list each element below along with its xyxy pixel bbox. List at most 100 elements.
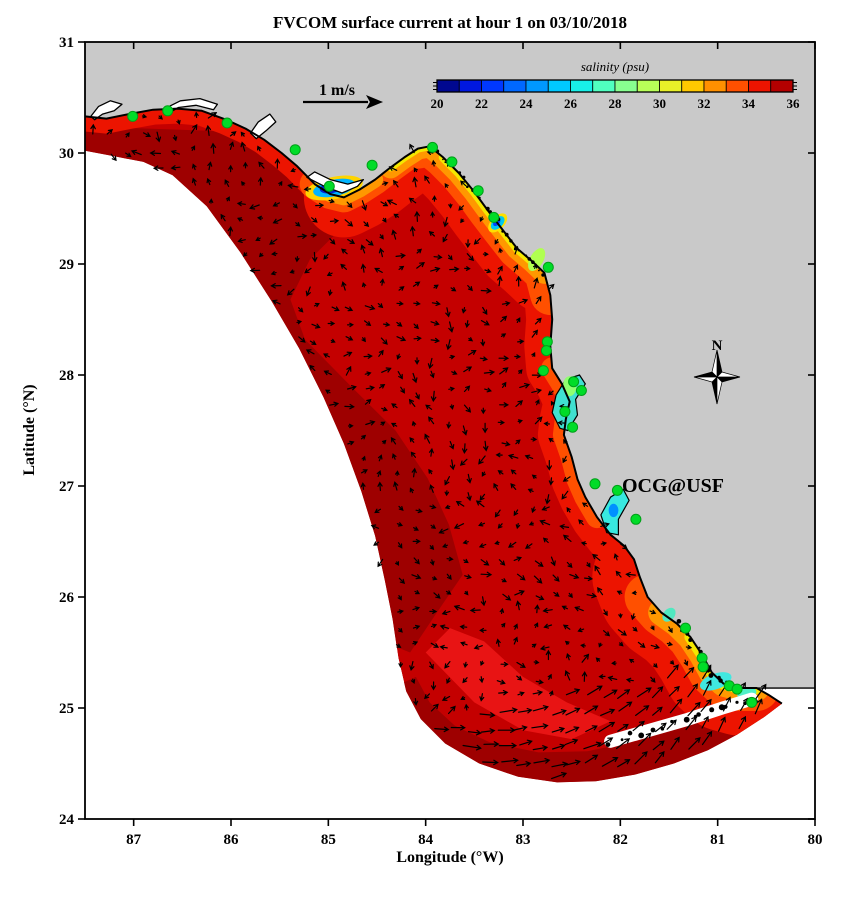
station-markers bbox=[127, 105, 758, 708]
marsh-speckle bbox=[531, 260, 535, 265]
station-dot bbox=[427, 141, 438, 153]
colorbar-cell bbox=[503, 79, 527, 93]
marsh-speckle bbox=[525, 254, 528, 257]
colorbar-tick-label: 28 bbox=[609, 96, 623, 111]
marsh-speckle bbox=[458, 171, 462, 175]
estuary-plume bbox=[528, 248, 546, 272]
coastline bbox=[84, 107, 783, 705]
land-area bbox=[85, 42, 815, 688]
x-tick-label: 85 bbox=[321, 832, 336, 848]
station-dot bbox=[542, 261, 554, 273]
mangrove-speckle bbox=[717, 675, 721, 680]
station-dot bbox=[680, 622, 691, 634]
keys-island-speckle bbox=[660, 727, 665, 731]
station-dot bbox=[575, 385, 587, 396]
keys-island-speckle bbox=[650, 727, 656, 733]
x-tick-label: 87 bbox=[126, 832, 142, 848]
y-tick-label: 28 bbox=[59, 368, 74, 384]
x-tick-label: 83 bbox=[516, 832, 531, 848]
colorbar-tick-label: 20 bbox=[431, 96, 444, 111]
axes: 87 86 85 84 83 82 81 80 24 25 26 27 28 29 30 31 bbox=[59, 35, 823, 848]
marsh-speckle bbox=[538, 269, 540, 272]
x-tick-label: 82 bbox=[613, 832, 628, 848]
keys-island-speckle bbox=[696, 712, 701, 717]
y-axis-label: Latitude (°N) bbox=[21, 384, 38, 475]
y-tick-label: 25 bbox=[59, 701, 74, 717]
x-tick-label: 81 bbox=[710, 832, 725, 848]
colorbar-cell bbox=[725, 79, 749, 93]
station-dot bbox=[731, 683, 743, 695]
compass-rose-icon: N bbox=[693, 338, 741, 405]
station-dot bbox=[446, 156, 458, 168]
colorbar-cell bbox=[636, 79, 660, 93]
colorbar-tick-label: 30 bbox=[653, 96, 666, 111]
station-dot bbox=[559, 406, 571, 418]
station-dot bbox=[630, 513, 642, 525]
vector-scale-arrowhead-icon bbox=[366, 95, 383, 109]
marsh-speckle bbox=[527, 257, 532, 261]
colorbar-label: salinity (psu) bbox=[581, 59, 649, 74]
colorbar-tick-label: 32 bbox=[698, 96, 711, 111]
colorbar-tick-label: 24 bbox=[520, 96, 534, 111]
compass-ray bbox=[716, 376, 723, 405]
x-tick-label: 86 bbox=[224, 832, 240, 848]
estuary-plume bbox=[662, 607, 676, 622]
estuary-plume bbox=[608, 503, 619, 518]
colorbar: 20 22 24 26 28 30 32 34 36 bbox=[431, 79, 801, 111]
colorbar-cell bbox=[570, 79, 594, 93]
station-dot bbox=[472, 185, 484, 197]
compass-ray bbox=[693, 376, 718, 383]
marsh-speckle bbox=[541, 273, 545, 277]
colorbar-cell bbox=[703, 79, 727, 93]
station-dot bbox=[323, 180, 335, 192]
figure-title: FVCOM surface current at hour 1 on 03/10… bbox=[273, 13, 627, 32]
marsh-speckle bbox=[501, 230, 504, 233]
mangrove-speckle bbox=[688, 638, 693, 642]
keys-island-speckle bbox=[735, 700, 739, 704]
vector-scale-label: 1 m/s bbox=[319, 82, 355, 99]
x-axis-label: Longitude (°W) bbox=[396, 849, 503, 866]
keys-island-speckle bbox=[709, 707, 715, 713]
plot-frame bbox=[84, 41, 816, 820]
compass-ray bbox=[716, 371, 741, 378]
y-tick-label: 30 bbox=[59, 146, 74, 162]
colorbar-cell bbox=[748, 79, 772, 93]
colorbar-cell bbox=[525, 79, 549, 93]
mangrove-speckle bbox=[676, 619, 682, 624]
station-dot bbox=[127, 110, 139, 122]
marsh-speckle bbox=[477, 196, 481, 200]
mangrove-speckle bbox=[698, 646, 701, 649]
station-dot bbox=[567, 421, 579, 433]
station-dot bbox=[746, 696, 758, 708]
y-tick-label: 26 bbox=[59, 590, 75, 606]
vector-scale: 1 m/s bbox=[303, 82, 383, 109]
colorbar-tick-label: 26 bbox=[564, 96, 578, 111]
colorbar-cell bbox=[592, 79, 616, 93]
keys-island-speckle bbox=[605, 742, 611, 747]
inland-bay bbox=[249, 113, 277, 140]
colorbar-cell bbox=[614, 79, 638, 93]
station-dot bbox=[611, 484, 623, 496]
colorbar-tick-label: 36 bbox=[787, 96, 801, 111]
colorbar-cell bbox=[659, 79, 683, 93]
keys-island-speckle bbox=[638, 732, 645, 739]
colorbar-cell bbox=[770, 79, 794, 93]
marsh-speckle bbox=[442, 158, 444, 161]
y-tick-label: 24 bbox=[59, 812, 75, 828]
station-dot bbox=[540, 345, 552, 357]
inland-bays bbox=[90, 97, 365, 194]
colorbar-cell bbox=[458, 79, 482, 93]
station-dot bbox=[697, 661, 709, 673]
inland-bay bbox=[90, 100, 123, 121]
station-dot bbox=[366, 159, 378, 171]
watermark-text: OCG@USF bbox=[622, 475, 724, 497]
station-dot bbox=[537, 365, 549, 377]
current-arrows bbox=[90, 111, 767, 780]
marsh-speckle bbox=[509, 239, 513, 243]
y-tick-label: 31 bbox=[59, 35, 74, 51]
station-dot bbox=[162, 105, 174, 117]
marsh-speckle bbox=[485, 206, 490, 211]
keys-island-speckle bbox=[627, 730, 633, 736]
